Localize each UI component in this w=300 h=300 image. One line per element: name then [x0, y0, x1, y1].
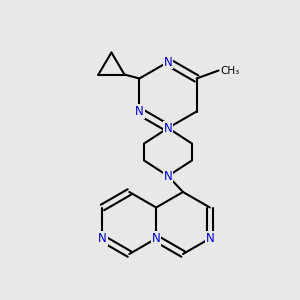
Text: CH₃: CH₃	[220, 65, 240, 76]
Text: N: N	[164, 56, 172, 68]
Text: N: N	[164, 169, 172, 182]
Text: N: N	[135, 105, 144, 118]
Text: N: N	[164, 122, 172, 134]
Text: N: N	[206, 232, 214, 245]
Text: N: N	[152, 232, 161, 245]
Text: N: N	[98, 232, 107, 245]
